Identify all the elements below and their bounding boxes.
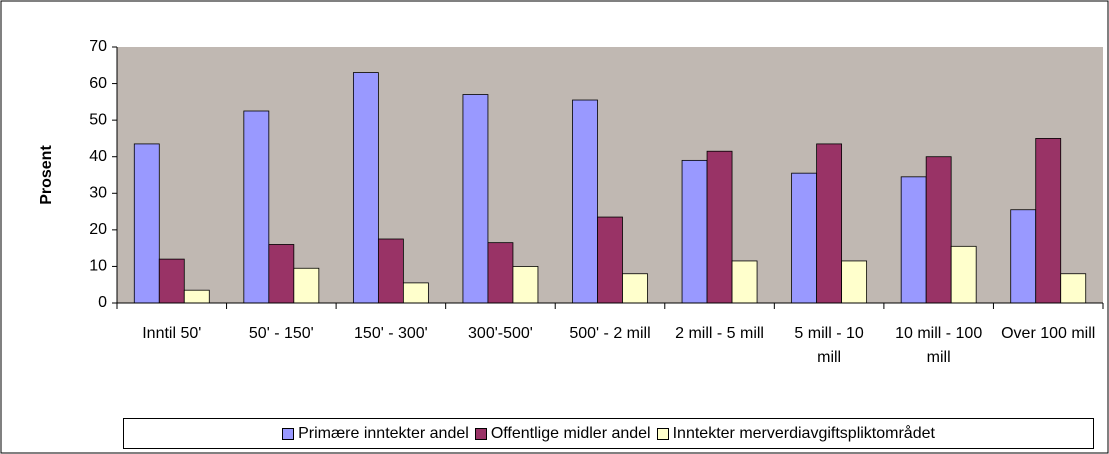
legend-swatch <box>656 427 669 440</box>
bar <box>1060 273 1087 304</box>
y-axis-label: Prosent <box>38 145 55 205</box>
y-tick-label: 0 <box>98 294 107 311</box>
y-tick-label: 50 <box>89 111 107 128</box>
bar <box>487 242 514 304</box>
x-tick-label: 500' - 2 mill <box>569 325 651 342</box>
x-tick-label: 300'-500' <box>468 325 533 342</box>
y-tick-label: 20 <box>89 221 107 238</box>
legend-item: Offentlige midler andel <box>474 424 651 443</box>
y-tick-label: 70 <box>89 38 107 55</box>
bar <box>243 110 270 304</box>
bar <box>268 244 295 304</box>
x-tick-label: 10 mill - 100 mill <box>895 325 983 366</box>
bar <box>512 266 539 304</box>
legend-item: Inntekter merverdiavgiftspliktområdet <box>656 424 935 443</box>
bar <box>183 289 210 304</box>
bar <box>158 258 185 304</box>
legend-label: Offentlige midler andel <box>490 424 651 442</box>
legend-label: Primære inntekter andel <box>298 424 469 442</box>
bar <box>731 260 758 304</box>
x-tick-label: 5 mill - 10 mill <box>794 325 864 366</box>
bar <box>293 267 320 304</box>
x-tick-label: Inntil 50' <box>142 325 202 342</box>
bar <box>1010 209 1037 304</box>
x-tick-label: 2 mill - 5 mill <box>675 325 764 342</box>
bar <box>352 72 379 304</box>
bar <box>377 238 404 304</box>
y-tick-label: 60 <box>89 75 107 92</box>
bar <box>681 159 708 304</box>
bar <box>706 150 733 304</box>
x-tick-label: Over 100 mill <box>1001 325 1096 342</box>
bar <box>402 282 429 304</box>
legend: Primære inntekter andel Offentlige midler… <box>123 418 1094 449</box>
bar <box>572 99 598 304</box>
bar <box>841 260 868 304</box>
bar <box>925 156 952 304</box>
x-tick-label: 150' - 300' <box>354 325 428 342</box>
bar <box>816 143 843 304</box>
bar <box>791 172 818 304</box>
bar <box>900 176 927 304</box>
y-tick-label: 10 <box>89 258 107 275</box>
legend-label: Inntekter merverdiavgiftspliktområdet <box>672 424 935 442</box>
y-tick-label: 40 <box>89 148 107 165</box>
legend-swatch <box>474 427 487 440</box>
legend-item: Primære inntekter andel <box>282 425 469 443</box>
bar <box>950 245 977 304</box>
bar <box>462 94 489 304</box>
bar <box>597 216 623 304</box>
bar <box>1035 138 1062 304</box>
bar <box>622 273 648 304</box>
x-tick-label: 50' - 150' <box>248 325 314 342</box>
legend-swatch <box>282 427 295 440</box>
y-tick-label: 30 <box>89 185 107 202</box>
bar <box>133 143 160 304</box>
